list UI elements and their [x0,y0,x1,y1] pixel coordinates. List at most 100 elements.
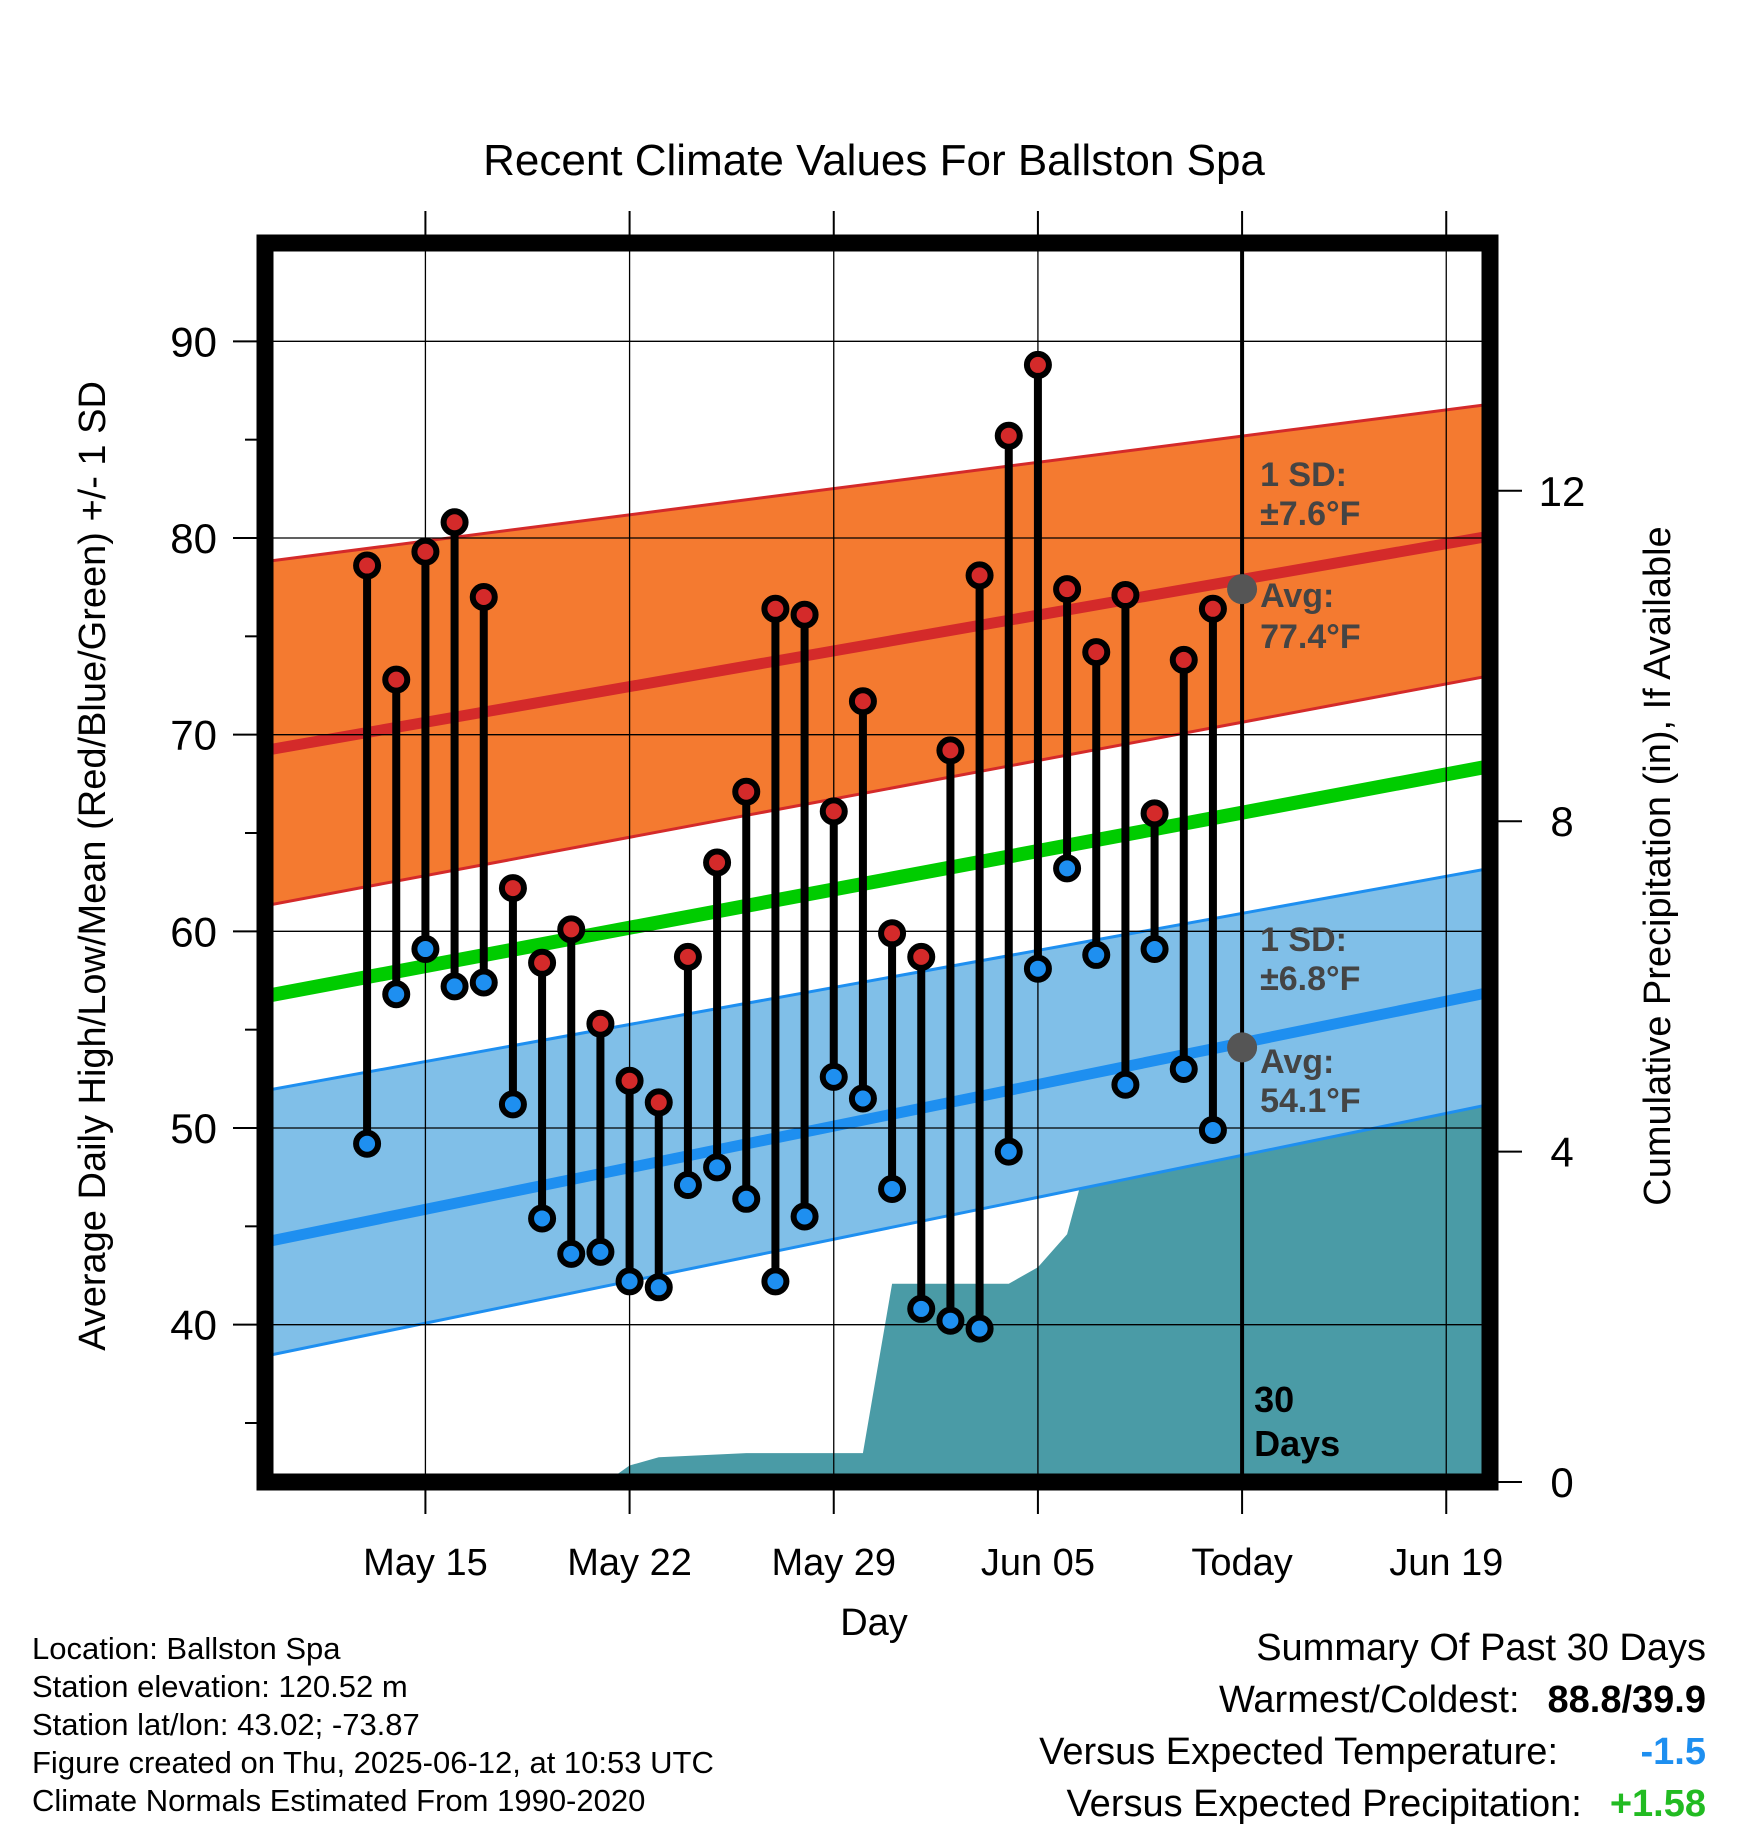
high-point [615,1066,644,1095]
annotation-label: Avg: [1260,1043,1334,1081]
high-sd-band-upper-edge [265,402,1490,564]
precip-label: Versus Expected Precipitation: [1066,1783,1582,1825]
plot-inner [265,243,1490,1482]
high-point [848,687,877,716]
location-text: Location: Ballston Spa [32,1631,341,1666]
high-point [673,942,702,971]
station-info: Location: Ballston Spa Station elevation… [32,1630,714,1820]
annotation-value: ±7.6°F [1260,495,1360,533]
high-normal-line [265,530,1490,756]
high-point [994,421,1023,450]
y2-tick-label: 0 [1550,1459,1573,1506]
summary-precip-row: Versus Expected Precipitation: +1.58 [1039,1778,1706,1830]
high-point [411,537,440,566]
chart-title: Recent Climate Values For Ballston Spa [483,136,1265,185]
x-tick-label: May 15 [363,1542,488,1584]
low-point [528,1204,557,1233]
high-point [353,551,382,580]
normals-text: Climate Normals Estimated From 1990-2020 [32,1783,646,1818]
high-sd-band [265,404,1490,906]
annotation-value: 77.4°F [1260,618,1361,656]
low-point [761,1267,790,1296]
high-point [1082,638,1111,667]
annotation-value: 54.1°F [1260,1082,1361,1120]
high-point [382,665,411,694]
low-point [703,1153,732,1182]
high-point [936,736,965,765]
high-sd-band-lower-edge [265,674,1490,908]
x-tick-label: Jun 05 [981,1542,1095,1584]
high-point [498,874,527,903]
low-point [644,1273,673,1302]
high-point [1140,799,1169,828]
low-normal-line [265,986,1490,1248]
low-point [907,1294,936,1323]
low-point [1053,854,1082,883]
warmest-label: Warmest/Coldest: [1218,1679,1520,1721]
y-tick-label: 60 [170,908,217,955]
low-point [936,1306,965,1335]
low-point [1023,954,1052,983]
high-point [878,919,907,948]
high-point [703,848,732,877]
elevation-text: Station elevation: 120.52 m [32,1669,408,1704]
high-point [732,777,761,806]
low-point [469,968,498,997]
low-point [440,972,469,1001]
low-point [1169,1055,1198,1083]
y-axis-label: Average Daily High/Low/Mean (Red/Blue/Gr… [72,381,114,1351]
y-tick-label: 90 [170,318,217,365]
y-tick-label: 70 [170,712,217,759]
low-point [411,935,440,964]
low-point [498,1090,527,1119]
today-high-average-marker [1227,574,1258,605]
latlon-text: Station lat/lon: 43.02; -73.87 [32,1707,420,1742]
y2-tick-label: 8 [1550,798,1573,845]
high-point [1198,594,1227,623]
low-point [965,1314,994,1343]
summary-warmest-row: Warmest/Coldest: 88.8/39.9 [1039,1674,1706,1726]
high-point [790,600,819,629]
temp-value: -1.5 [1640,1731,1706,1773]
x-axis-label: Day [840,1602,908,1644]
high-point [1111,581,1140,610]
today-days-label: Days [1254,1423,1340,1464]
high-point [819,797,848,826]
created-text: Figure created on Thu, 2025-06-12, at 10… [32,1745,714,1780]
low-point [1111,1070,1140,1099]
low-point [732,1184,761,1213]
low-sd-band-upper-edge [265,866,1490,1093]
high-point [644,1088,673,1117]
y-tick-label: 80 [170,515,217,562]
today-low-average-marker [1227,1032,1258,1063]
x-tick-label: May 22 [567,1542,692,1584]
low-point [1198,1115,1227,1144]
low-point [1140,935,1169,964]
high-point [965,561,994,590]
summary-temp-row: Versus Expected Temperature: -1.5 [1039,1726,1706,1778]
low-point [382,980,411,1009]
x-tick-label: Today [1191,1542,1292,1584]
warmest-value: 88.8/39.9 [1547,1679,1706,1721]
low-point [353,1129,382,1158]
high-point [469,583,498,611]
low-sd-band-lower-edge [265,1102,1490,1358]
temp-label: Versus Expected Temperature: [1039,1731,1558,1773]
low-point [557,1239,586,1268]
low-point [819,1062,848,1091]
high-point [761,594,790,623]
annotation-label: Avg: [1260,577,1334,615]
low-point [586,1237,615,1266]
high-point [528,948,557,977]
x-tick-label: Jun 19 [1389,1542,1503,1584]
annotation-label: 1 SD: [1260,456,1347,494]
mean-normal-line [265,759,1490,1004]
summary-title: Summary Of Past 30 Days [1256,1627,1706,1669]
low-point [1082,940,1111,969]
annotation-value: ±6.8°F [1260,960,1360,998]
today-days-number: 30 [1254,1379,1294,1420]
low-point [994,1137,1023,1166]
plot-frame [256,234,1499,1491]
